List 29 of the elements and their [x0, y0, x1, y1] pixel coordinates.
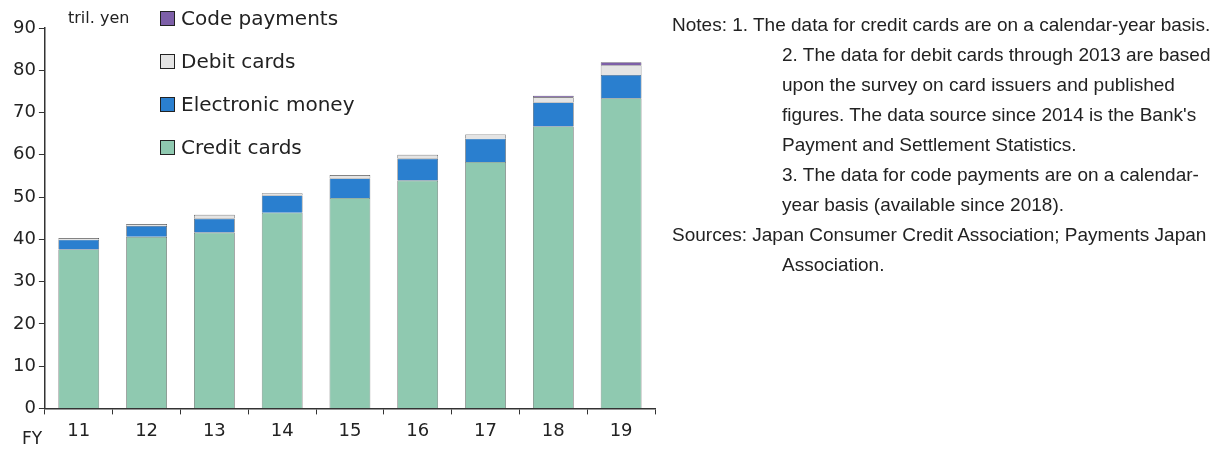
- x-tick-label: 11: [67, 418, 91, 440]
- source-note: Sources: Japan Consumer Credit Association; Payments Japan Association.: [672, 223, 1208, 277]
- text: 2. The data for debit cards through 2013 are based upon the survey on card issuers and published figures. The data source since 2014 is the Bank's Payment and Settlement Statistics.: [781, 43, 1212, 157]
- y-axis-title: tril. yen: [68, 8, 130, 27]
- y-tick-label: 20: [13, 311, 36, 333]
- y-tick-label: 30: [13, 269, 36, 291]
- y-tick-label: 40: [13, 227, 36, 249]
- text: 3. The data for code payments are on a calendar-year basis (available since 2018).: [781, 163, 1200, 217]
- x-tick-label: 17: [474, 418, 497, 440]
- x-tick-label: 18: [541, 418, 565, 440]
- y-tick-label: 80: [13, 57, 36, 79]
- x-tick-label: 19: [609, 418, 633, 440]
- y-tick-label: 50: [13, 184, 36, 206]
- x-tick-label: 14: [270, 418, 294, 440]
- y-tick-label: 60: [13, 142, 36, 164]
- x-tick-label: 12: [135, 418, 159, 440]
- text: Notes: 1. The data for credit cards are on a calendar-year basis.: [672, 13, 1212, 37]
- x-axis-title: FY: [22, 428, 43, 448]
- legend-label: Code payments: [181, 5, 339, 32]
- x-tick-label: 16: [406, 418, 430, 440]
- x-tick-label: 13: [202, 418, 226, 440]
- legend-label: Debit cards: [181, 48, 296, 75]
- y-tick-label: 0: [24, 396, 36, 418]
- x-tick-label: 15: [338, 418, 362, 440]
- y-tick-label: 10: [13, 353, 36, 375]
- y-tick-label: 90: [13, 15, 36, 37]
- y-tick-label: 70: [13, 100, 36, 122]
- legend-label: Credit cards: [181, 134, 302, 161]
- legend-label: Electronic money: [181, 91, 355, 118]
